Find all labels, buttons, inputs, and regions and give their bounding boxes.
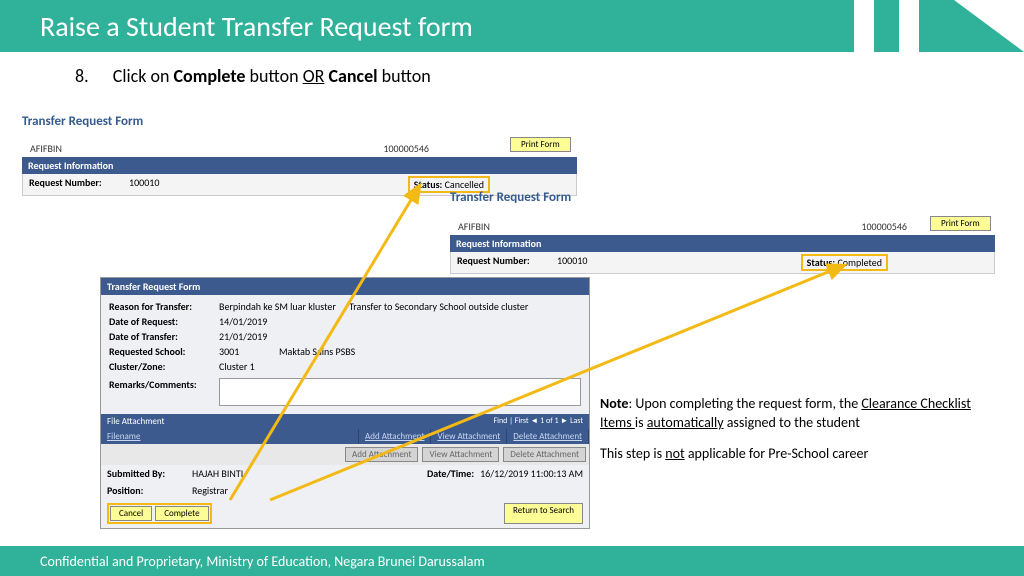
detail-header: Transfer Request Form [101, 278, 589, 295]
form2-title: Transfer Request Form [450, 190, 571, 205]
instruction-text: 8. Click on Complete button OR Cancel bu… [75, 65, 431, 87]
delete-attachment-col[interactable]: Delete Attachment [507, 429, 589, 444]
reason-value: Berpindah ke SM luar kluster [219, 300, 349, 313]
reqnum-value: 100010 [557, 254, 637, 271]
school-code: 3001 [219, 345, 279, 358]
request-info-header: Request Information [450, 235, 995, 252]
submitted-by: HAJAH BINTI [192, 467, 332, 480]
action-button-row: Cancel Complete Return to Search [101, 499, 589, 528]
status-label: Status: [414, 178, 443, 191]
reqnum-label: Request Number: [29, 176, 129, 193]
complete-button[interactable]: Complete [155, 506, 208, 521]
school-name: Maktab Sains PSBS [279, 345, 355, 358]
add-btn-disabled: Add Attachment [345, 447, 418, 462]
detail-form: Transfer Request Form Reason for Transfe… [100, 277, 590, 529]
view-btn-disabled: View Attachment [422, 447, 499, 462]
status-completed: Completed [837, 256, 882, 269]
view-attachment-col[interactable]: View Attachment [431, 429, 507, 444]
header-accent [899, 0, 919, 52]
slide-title: Raise a Student Transfer Request form [40, 9, 473, 44]
date-transfer: 21/01/2019 [219, 330, 267, 343]
footer-bar: Confidential and Proprietary, Ministry o… [0, 546, 1024, 576]
note-text: Note: Upon completing the request form, … [600, 395, 1000, 464]
return-to-search-button[interactable]: Return to Search [504, 503, 583, 524]
submitted-by-label: Submitted By: [107, 467, 192, 480]
cluster-value: Cluster 1 [219, 360, 255, 373]
file-attachment-header: File Attachment Find | First ◄ 1 of 1 ► … [101, 414, 589, 429]
delete-btn-disabled: Delete Attachment [503, 447, 586, 462]
form1-title: Transfer Request Form [22, 114, 143, 129]
form1-panel: AFIFBIN 100000546 Request Information Re… [22, 140, 577, 196]
position-label: Position: [107, 484, 192, 497]
date-request: 14/01/2019 [219, 315, 267, 328]
reason-label: Reason for Transfer: [109, 300, 219, 313]
school-label: Requested School: [109, 345, 219, 358]
datetime-label: Date/Time: [427, 467, 474, 480]
id-number: 100000546 [861, 220, 907, 233]
add-attachment-col[interactable]: Add Attachment [359, 429, 431, 444]
file-columns: Filename Add Attachment View Attachment … [101, 429, 589, 444]
date-request-label: Date of Request: [109, 315, 219, 328]
reqnum-value: 100010 [129, 176, 209, 193]
status-highlight: Status: Completed [801, 254, 888, 271]
filename-col[interactable]: Filename [101, 429, 359, 444]
form2-panel: AFIFBIN 100000546 Request Information Re… [450, 218, 995, 274]
header-accent [854, 0, 874, 52]
slide-header: Raise a Student Transfer Request form [0, 0, 1024, 52]
remarks-input[interactable] [219, 378, 581, 406]
position-row: Position: Registrar [101, 482, 589, 499]
afif-id: AFIFBIN [30, 142, 383, 155]
step-number: 8. [75, 65, 89, 87]
datetime-value: 16/12/2019 11:00:13 AM [480, 467, 583, 480]
reason-desc: Transfer to Secondary School outside clu… [349, 300, 528, 313]
request-info-row: Request Number: 100010 Status: Completed [450, 252, 995, 274]
request-info-header: Request Information [22, 157, 577, 174]
remarks-label: Remarks/Comments: [109, 378, 219, 391]
footer-text: Confidential and Proprietary, Ministry o… [40, 553, 485, 570]
id-row: AFIFBIN 100000546 [450, 218, 995, 235]
action-highlight: Cancel Complete [107, 503, 212, 524]
cluster-label: Cluster/Zone: [109, 360, 219, 373]
position-value: Registrar [192, 484, 228, 497]
date-transfer-label: Date of Transfer: [109, 330, 219, 343]
id-row: AFIFBIN 100000546 [22, 140, 577, 157]
file-button-row: Add Attachment View Attachment Delete At… [101, 444, 589, 465]
print-form-button[interactable]: Print Form [510, 137, 571, 152]
submitted-row: Submitted By: HAJAH BINTI Date/Time: 16/… [101, 465, 589, 482]
header-accent [954, 0, 1024, 52]
reqnum-label: Request Number: [457, 254, 557, 271]
cancel-button[interactable]: Cancel [110, 506, 152, 521]
id-number: 100000546 [383, 142, 429, 155]
afif-id: AFIFBIN [458, 220, 861, 233]
status-label: Status: [807, 256, 836, 269]
print-form-button[interactable]: Print Form [930, 216, 991, 231]
